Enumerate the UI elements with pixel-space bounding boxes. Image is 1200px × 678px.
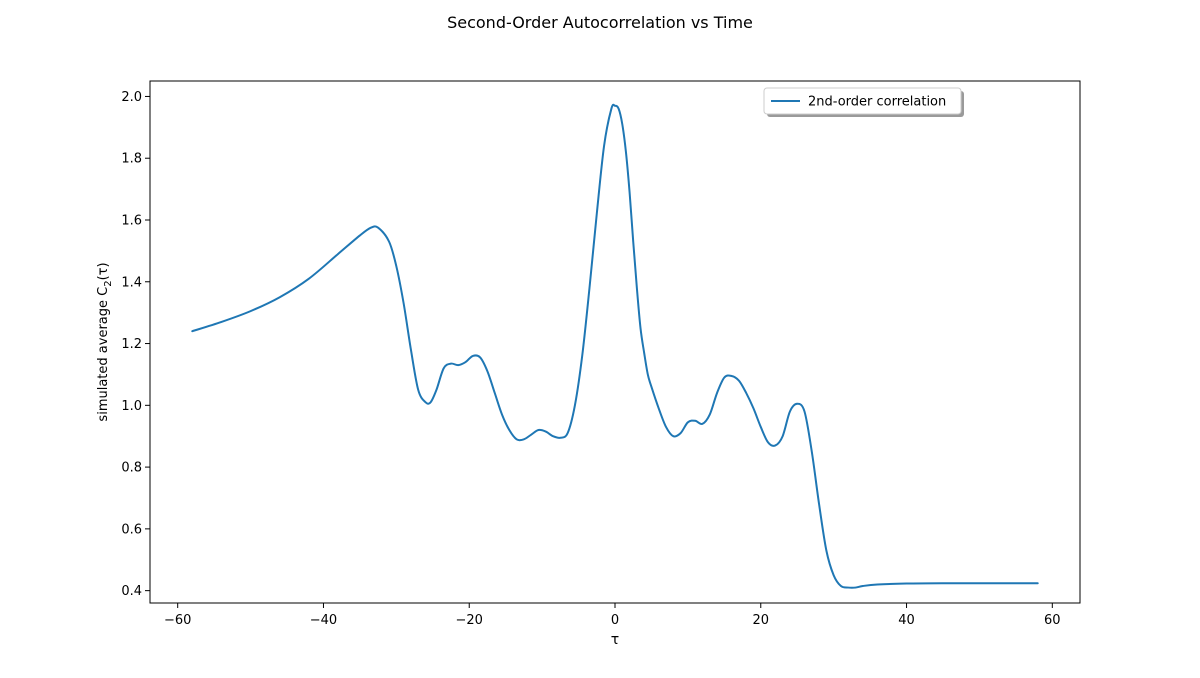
x-tick-label: 60	[1044, 613, 1061, 628]
x-tick-label: 20	[752, 613, 769, 628]
y-axis-label-subscript: 2	[103, 280, 114, 286]
y-tick-label: 1.2	[121, 337, 142, 352]
y-axis-label: simulated average C2(τ)	[96, 262, 114, 421]
plot-frame	[149, 80, 1081, 604]
legend-box	[763, 87, 962, 115]
x-tick-label: −20	[456, 613, 483, 628]
y-tick-label: 1.4	[121, 275, 142, 290]
x-tick-label: −40	[310, 613, 337, 628]
legend: 2nd-order correlation	[763, 87, 964, 117]
y-tick-label: 0.4	[121, 584, 142, 599]
y-tick-label: 1.8	[121, 152, 142, 167]
x-tick-label: 0	[611, 613, 619, 628]
x-tick-label: 40	[898, 613, 915, 628]
y-tick-label: 0.6	[121, 522, 142, 537]
y-axis-label-suffix: (τ)	[96, 262, 111, 280]
y-tick-label: 2.0	[121, 90, 142, 105]
y-tick-label: 0.8	[121, 461, 142, 476]
x-axis-ticks: −60 −40 −20 0 20 40 60	[164, 603, 1061, 628]
plot-area	[150, 81, 1080, 603]
y-tick-label: 1.0	[121, 399, 142, 414]
x-tick-label: −60	[164, 613, 191, 628]
x-axis-label: τ	[611, 632, 619, 648]
y-axis-ticks: 0.4 0.6 0.8 1.0 1.2 1.4 1.6 1.8 2.0	[121, 90, 150, 599]
y-axis-label-prefix: simulated average C	[96, 287, 111, 422]
series-line-2nd-order-correlation	[191, 103, 1039, 589]
chart-title: Second-Order Autocorrelation vs Time	[447, 13, 753, 32]
legend-label: 2nd-order correlation	[808, 95, 946, 110]
y-tick-label: 1.6	[121, 213, 142, 228]
